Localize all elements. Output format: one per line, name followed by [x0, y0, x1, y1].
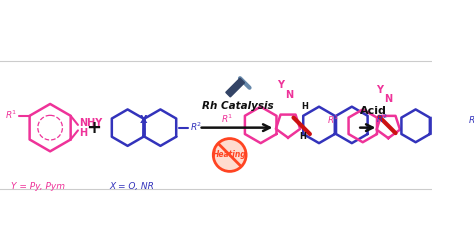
Polygon shape: [226, 78, 245, 97]
Text: X = O, NR: X = O, NR: [109, 182, 154, 191]
Text: H: H: [79, 128, 87, 138]
Circle shape: [213, 139, 246, 171]
Text: Y: Y: [277, 80, 284, 91]
Text: NHY: NHY: [79, 118, 102, 128]
Text: Y = Py, Pym: Y = Py, Pym: [11, 182, 65, 191]
Text: $R^1$: $R^1$: [327, 114, 339, 126]
Text: Rh Catalysis: Rh Catalysis: [202, 101, 274, 111]
Text: $R^2$: $R^2$: [190, 121, 202, 133]
Text: Acid: Acid: [360, 106, 387, 116]
Text: H: H: [301, 101, 309, 111]
Text: $R^1$: $R^1$: [5, 109, 18, 121]
Text: $R^2$: $R^2$: [468, 114, 474, 126]
Text: H: H: [299, 132, 306, 142]
Text: +: +: [86, 119, 101, 137]
Text: $R^1$: $R^1$: [221, 113, 233, 125]
Text: Y: Y: [376, 85, 383, 95]
Text: X: X: [140, 115, 148, 125]
Text: N: N: [384, 94, 392, 104]
Text: Heating: Heating: [213, 151, 246, 159]
Text: $R^2$: $R^2$: [375, 113, 388, 125]
Text: N: N: [285, 90, 293, 99]
